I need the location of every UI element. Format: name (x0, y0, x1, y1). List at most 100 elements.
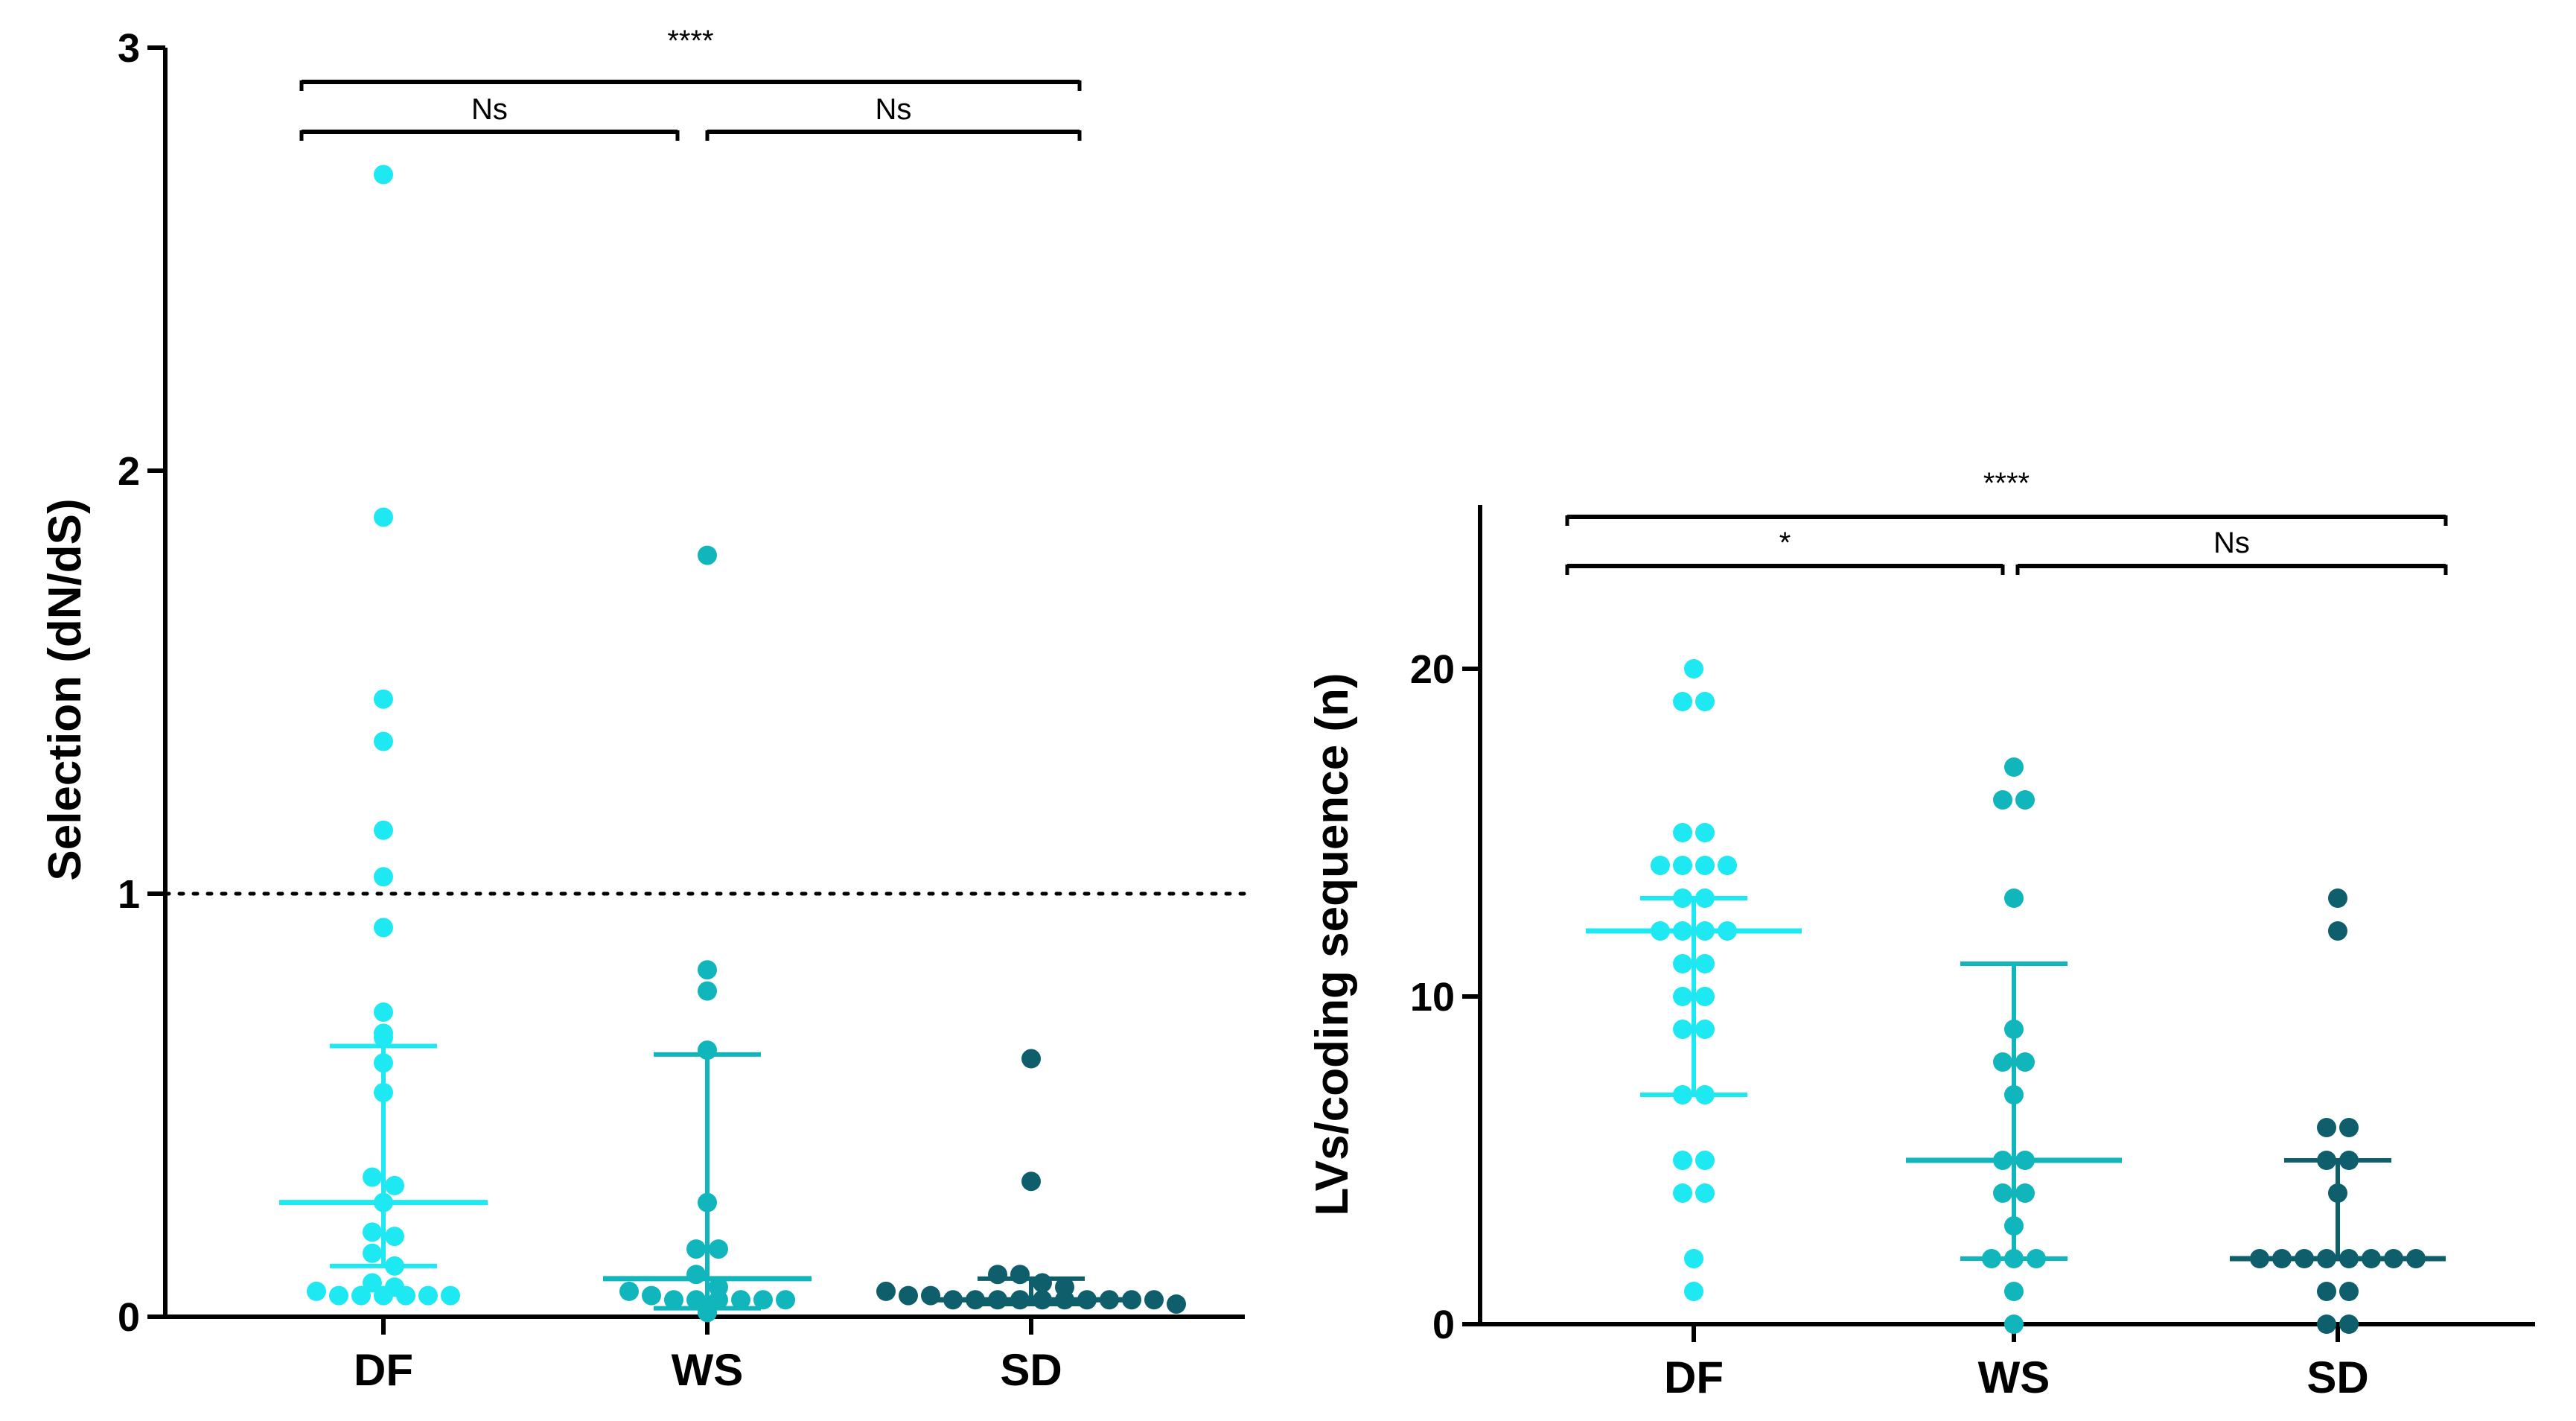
significance-label: **** (667, 25, 713, 57)
data-point-ws (2015, 790, 2035, 810)
data-point-df (363, 1273, 382, 1293)
data-point-df (363, 1167, 382, 1187)
significance-label: * (1779, 527, 1791, 559)
data-point-sd (2339, 1314, 2359, 1334)
data-point-df (385, 1227, 404, 1247)
data-point-df (1684, 1249, 1703, 1268)
data-point-ws (698, 545, 717, 565)
data-point-ws (1993, 1052, 2012, 1072)
data-point-df (1673, 1020, 1692, 1039)
y-tick-label: 0 (118, 1295, 140, 1340)
significance-label: Ns (876, 93, 912, 126)
data-point-df (396, 1285, 415, 1306)
data-point-ws (686, 1290, 706, 1310)
data-point-df (1684, 659, 1703, 678)
data-point-sd (2328, 888, 2347, 908)
data-point-sd (876, 1281, 896, 1301)
x-category-label: WS (1978, 1352, 2050, 1402)
y-tick-label: 0 (1432, 1303, 1455, 1347)
x-category-label: DF (1664, 1352, 1724, 1402)
data-point-df (1673, 987, 1692, 1006)
data-point-df (374, 1002, 393, 1023)
significance-label: Ns (2213, 527, 2250, 559)
data-point-df (1695, 1183, 1715, 1203)
data-point-df (1673, 954, 1692, 973)
data-point-sd (2317, 1314, 2336, 1334)
data-point-sd (1021, 1049, 1041, 1069)
data-point-sd (1144, 1290, 1164, 1310)
data-point-df (363, 1222, 382, 1242)
y-tick-label: 2 (118, 449, 140, 494)
significance-label: Ns (471, 93, 508, 126)
data-point-df (441, 1285, 460, 1306)
data-point-sd (988, 1265, 1007, 1285)
data-point-ws (2004, 1282, 2024, 1301)
data-point-df (374, 689, 393, 709)
data-point-ws (709, 1290, 728, 1310)
data-point-ws (698, 960, 717, 980)
data-point-ws (1993, 790, 2012, 810)
data-point-sd (1010, 1265, 1030, 1285)
x-category-label: DF (354, 1345, 413, 1395)
y-tick-label: 3 (118, 26, 140, 71)
data-point-ws (2004, 757, 2024, 777)
data-point-df (1684, 1282, 1703, 1301)
y-axis-title: Selection (dN/dS) (39, 498, 91, 880)
data-point-ws (731, 1290, 750, 1310)
data-point-ws (2004, 888, 2024, 908)
data-point-df (418, 1285, 438, 1306)
data-point-df (1673, 823, 1692, 842)
data-point-df (1695, 823, 1715, 842)
data-point-df (374, 867, 393, 887)
data-point-df (351, 1285, 371, 1306)
data-point-sd (1021, 1172, 1041, 1192)
data-point-ws (2015, 1052, 2035, 1072)
data-point-df (1673, 1183, 1692, 1203)
data-point-ws (642, 1285, 661, 1306)
data-point-df (1673, 692, 1692, 711)
data-point-df (1695, 1020, 1715, 1039)
data-point-df (1695, 954, 1715, 973)
data-point-ws (709, 1239, 728, 1259)
data-point-df (385, 1175, 404, 1195)
data-point-sd (1167, 1294, 1186, 1314)
data-point-df (1718, 856, 1737, 875)
data-point-df (329, 1285, 348, 1306)
data-point-sd (2317, 1282, 2336, 1301)
data-point-df (374, 820, 393, 840)
y-axis-title: LVs/coding sequence (n) (1307, 673, 1358, 1215)
data-point-sd (2339, 1282, 2359, 1301)
data-point-ws (1993, 1183, 2012, 1203)
data-point-ws (698, 981, 717, 1001)
data-point-df (307, 1281, 326, 1301)
data-point-df (1673, 1151, 1692, 1170)
x-category-label: SD (1000, 1345, 1062, 1395)
x-category-label: WS (672, 1345, 744, 1395)
data-point-df (374, 1028, 393, 1048)
data-point-ws (2004, 1314, 2024, 1334)
data-point-df (374, 918, 393, 938)
data-point-df (374, 507, 393, 527)
y-tick-label: 10 (1410, 975, 1455, 1020)
data-point-df (1695, 1151, 1715, 1170)
data-point-ws (686, 1239, 706, 1259)
data-point-df (374, 165, 393, 185)
data-point-sd (2317, 1118, 2336, 1137)
y-tick-label: 20 (1410, 647, 1455, 692)
data-point-ws (664, 1290, 683, 1310)
data-point-sd (899, 1285, 918, 1306)
data-point-df (363, 1243, 382, 1263)
data-point-sd (1033, 1273, 1052, 1293)
data-point-df (374, 1285, 393, 1306)
data-point-sd (2339, 1118, 2359, 1137)
data-point-df (1695, 856, 1715, 875)
data-point-df (1651, 856, 1670, 875)
x-category-label: SD (2306, 1352, 2368, 1402)
data-point-df (1673, 856, 1692, 875)
y-tick-label: 1 (118, 872, 140, 917)
data-point-df (1695, 987, 1715, 1006)
data-point-sd (2328, 921, 2347, 941)
significance-label: **** (1983, 467, 2030, 500)
